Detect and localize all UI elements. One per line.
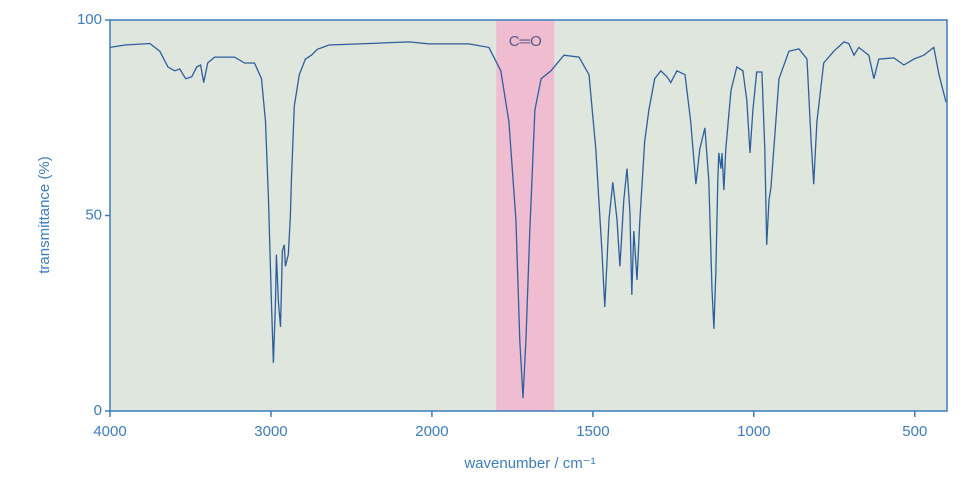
layer: C═O 0 50 100 4000 3000 2000 1500 1000 500 <box>77 11 948 440</box>
y-tick-label: 100 <box>77 11 102 28</box>
band-label: C═O <box>509 33 542 50</box>
x-tick-label: 2000 <box>415 423 448 440</box>
x-tick-label: 1500 <box>576 423 609 440</box>
y-tick-label: 0 <box>94 402 102 419</box>
x-tick-label: 500 <box>902 423 927 440</box>
spectrum-line <box>109 41 947 399</box>
x-tick-label: 1000 <box>737 423 770 440</box>
x-axis-label: wavenumber / cm⁻¹ <box>463 455 595 472</box>
y-tick-label: 50 <box>85 206 102 223</box>
x-tick-label: 4000 <box>93 423 126 440</box>
x-tick-label: 3000 <box>254 423 287 440</box>
y-axis-label: transmittance (%) <box>36 156 53 274</box>
